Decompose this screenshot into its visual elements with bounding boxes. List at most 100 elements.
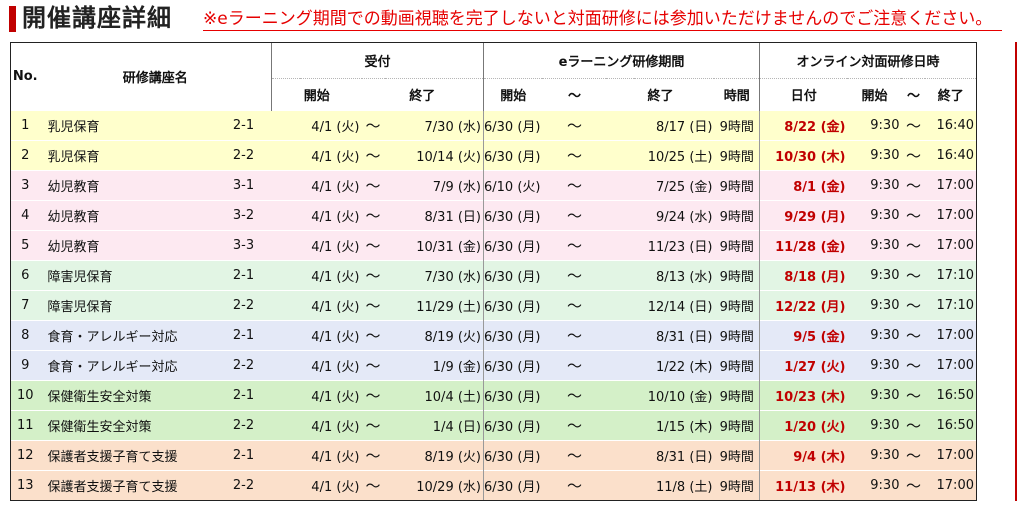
table-row: 1 乳児保育 2-1 4/1 (火) ～ 7/30 (水) 6/30 (月) ～ 8/17 (日… xyxy=(10,110,977,141)
online-start: 9:30 xyxy=(847,140,902,171)
online-tilde: ～ xyxy=(901,320,926,351)
header-reception-end: 終了 xyxy=(361,78,484,111)
row-number: 6 xyxy=(10,260,40,291)
online-date: 9/29 (月) xyxy=(758,200,848,231)
reception-end: 7/30 (水) xyxy=(384,110,484,141)
header-online-session: オンライン対面研修日時 xyxy=(758,42,977,79)
table-row: 5 幼児教育 3-3 4/1 (火) ～ 10/31 (金) 6/30 (月) ～ 11/23 … xyxy=(10,230,977,261)
reception-end: 8/19 (火) xyxy=(384,320,484,351)
online-end: 17:00 xyxy=(925,170,977,201)
header-reception-start: 開始 xyxy=(271,78,362,111)
online-start: 9:30 xyxy=(847,260,902,291)
elearning-end: 11/8 (土) xyxy=(606,470,715,501)
row-number: 11 xyxy=(10,410,40,441)
elearning-end: 11/23 (日) xyxy=(606,230,715,261)
header-online-tilde: ～ xyxy=(901,78,926,111)
elearning-hours: 9時間 xyxy=(714,290,760,321)
header-online-end: 終了 xyxy=(925,78,977,111)
course-name: 幼児教育 xyxy=(39,230,216,261)
online-date: 12/22 (月) xyxy=(758,290,848,321)
title-accent-bar xyxy=(9,6,16,32)
reception-end: 8/19 (火) xyxy=(384,440,484,471)
elearning-tilde: ～ xyxy=(542,290,607,321)
elearning-start: 6/30 (月) xyxy=(483,410,543,441)
online-end: 17:10 xyxy=(925,260,977,291)
reception-end: 1/4 (日) xyxy=(384,410,484,441)
elearning-end: 10/25 (土) xyxy=(606,140,715,171)
elearning-hours: 9時間 xyxy=(714,230,760,261)
reception-end: 7/9 (水) xyxy=(384,170,484,201)
reception-end: 10/4 (土) xyxy=(384,380,484,411)
online-date: 8/22 (金) xyxy=(758,110,848,141)
course-code: 2-2 xyxy=(215,290,272,321)
elearning-end: 9/24 (水) xyxy=(606,200,715,231)
online-end: 17:10 xyxy=(925,290,977,321)
header-course-name: 研修講座名 xyxy=(39,42,272,111)
elearning-start: 6/30 (月) xyxy=(483,290,543,321)
elearning-tilde: ～ xyxy=(542,170,607,201)
online-tilde: ～ xyxy=(901,440,926,471)
course-name: 乳児保育 xyxy=(39,140,216,171)
online-tilde: ～ xyxy=(901,470,926,501)
elearning-start: 6/30 (月) xyxy=(483,320,543,351)
elearning-start: 6/30 (月) xyxy=(483,200,543,231)
online-start: 9:30 xyxy=(847,410,902,441)
online-tilde: ～ xyxy=(901,170,926,201)
table-row: 8 食育・アレルギー対応 2-1 4/1 (火) ～ 8/19 (火) 6/30 (月) ～ 8… xyxy=(10,320,977,351)
elearning-start: 6/30 (月) xyxy=(483,440,543,471)
table-row: 12 保護者支援子育て支援 2-1 4/1 (火) ～ 8/19 (火) 6/30 (月) ～… xyxy=(10,440,977,471)
reception-start: 4/1 (火) xyxy=(271,230,362,261)
elearning-hours: 9時間 xyxy=(714,410,760,441)
reception-start: 4/1 (火) xyxy=(271,350,362,381)
online-start: 9:30 xyxy=(847,110,902,141)
elearning-tilde: ～ xyxy=(542,110,607,141)
row-number: 2 xyxy=(10,140,40,171)
table-row: 6 障害児保育 2-1 4/1 (火) ～ 7/30 (水) 6/30 (月) ～ 8/13 (… xyxy=(10,260,977,291)
course-code: 2-1 xyxy=(215,440,272,471)
course-name: 乳児保育 xyxy=(39,110,216,141)
row-number: 7 xyxy=(10,290,40,321)
online-end: 17:00 xyxy=(925,440,977,471)
online-tilde: ～ xyxy=(901,380,926,411)
online-end: 16:50 xyxy=(925,410,977,441)
reception-tilde: ～ xyxy=(361,200,385,231)
table-row: 9 食育・アレルギー対応 2-2 4/1 (火) ～ 1/9 (金) 6/30 (月) ～ 1/… xyxy=(10,350,977,381)
elearning-start: 6/30 (月) xyxy=(483,350,543,381)
course-schedule-table: No. 研修講座名 受付 eラーニング研修期間 オンライン対面研修日時 開始 終… xyxy=(10,42,977,501)
online-date: 11/13 (木) xyxy=(758,470,848,501)
reception-end: 10/29 (水) xyxy=(384,470,484,501)
header-reception: 受付 xyxy=(271,42,484,79)
header-online-start: 開始 xyxy=(847,78,902,111)
course-name: 障害児保育 xyxy=(39,290,216,321)
online-end: 17:00 xyxy=(925,470,977,501)
row-number: 12 xyxy=(10,440,40,471)
reception-tilde: ～ xyxy=(361,110,385,141)
header-row-sub: 開始 終了 開始 ～ 終了 時間 日付 開始 ～ 終了 xyxy=(11,78,977,111)
right-border-line xyxy=(1015,42,1017,501)
header-row-top: No. 研修講座名 受付 eラーニング研修期間 オンライン対面研修日時 xyxy=(10,42,977,111)
course-code: 3-1 xyxy=(215,170,272,201)
header-no: No. xyxy=(10,42,40,111)
row-number: 9 xyxy=(10,350,40,381)
elearning-start: 6/30 (月) xyxy=(483,110,543,141)
table-row: 7 障害児保育 2-2 4/1 (火) ～ 11/29 (土) 6/30 (月) ～ 12/14… xyxy=(10,290,977,321)
online-date: 10/23 (木) xyxy=(758,380,848,411)
reception-start: 4/1 (火) xyxy=(271,170,362,201)
elearning-start: 6/30 (月) xyxy=(483,380,543,411)
online-end: 17:00 xyxy=(925,320,977,351)
online-end: 16:40 xyxy=(925,140,977,171)
reception-tilde: ～ xyxy=(361,470,385,501)
row-number: 8 xyxy=(10,320,40,351)
online-start: 9:30 xyxy=(847,200,902,231)
row-number: 1 xyxy=(10,110,40,141)
course-code: 2-1 xyxy=(215,260,272,291)
elearning-end: 8/13 (水) xyxy=(606,260,715,291)
elearning-hours: 9時間 xyxy=(714,470,760,501)
reception-tilde: ～ xyxy=(361,290,385,321)
online-tilde: ～ xyxy=(901,140,926,171)
online-tilde: ～ xyxy=(901,410,926,441)
notice-text: ※eラーニング期間での動画視聴を完了しないと対面研修には参加いただけませんのでご… xyxy=(203,8,1003,31)
elearning-start: 6/30 (月) xyxy=(483,140,543,171)
reception-tilde: ～ xyxy=(361,260,385,291)
online-tilde: ～ xyxy=(901,230,926,261)
